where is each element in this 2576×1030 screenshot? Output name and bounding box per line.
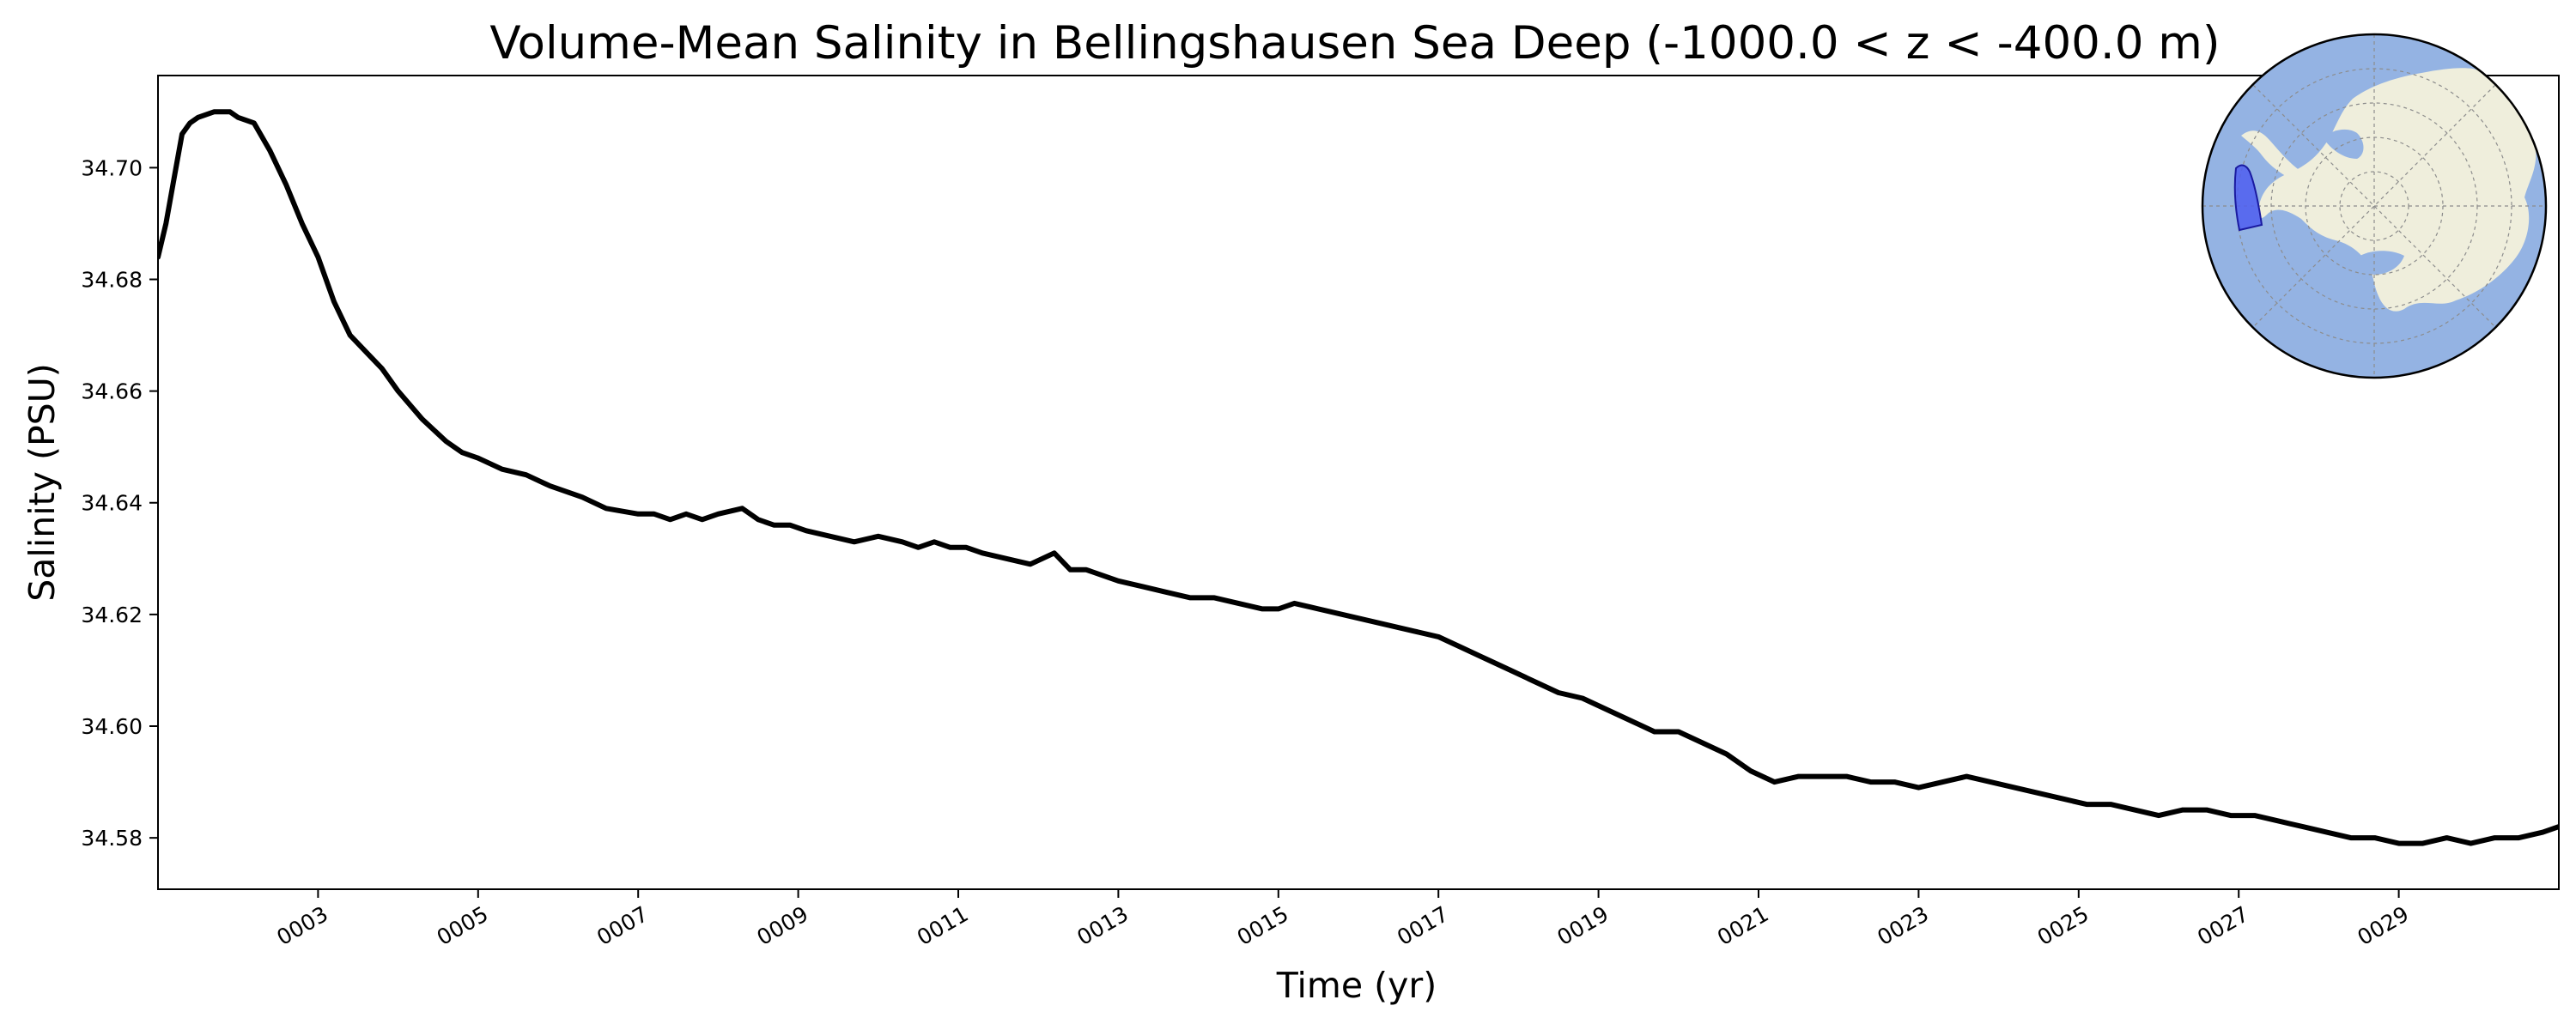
map-graticule — [2202, 34, 2546, 378]
x-axis-label: Time (yr) — [1276, 965, 1437, 1006]
y-axis-ticks: 34.58 34.60 34.62 34.64 34.66 34.68 34.70 — [81, 155, 158, 851]
chart-title: Volume-Mean Salinity in Bellingshausen S… — [489, 17, 2220, 70]
antarctic-peninsula — [2241, 130, 2301, 180]
y-tick-label: 34.58 — [81, 826, 143, 851]
axes-frame — [157, 75, 2560, 890]
antarctica-inset-map — [2201, 33, 2548, 379]
y-tick-label: 34.68 — [81, 267, 143, 292]
y-tick-label: 34.70 — [81, 155, 143, 180]
map-border — [2201, 33, 2548, 379]
ross-sea-notch — [2357, 251, 2404, 275]
antarctica-landmass — [2258, 68, 2537, 312]
plot-area — [158, 109, 2559, 846]
y-tick-label: 34.62 — [81, 603, 143, 627]
salinity-series-line — [158, 109, 2559, 846]
y-tick-label: 34.60 — [81, 714, 143, 739]
y-tick-label: 34.66 — [81, 379, 143, 404]
y-tick-label: 34.64 — [81, 491, 143, 516]
bellingshausen-sea-region — [2233, 164, 2263, 232]
weddell-sea-notch — [2323, 129, 2364, 159]
y-axis-label: Salinity (PSU) — [21, 363, 63, 601]
